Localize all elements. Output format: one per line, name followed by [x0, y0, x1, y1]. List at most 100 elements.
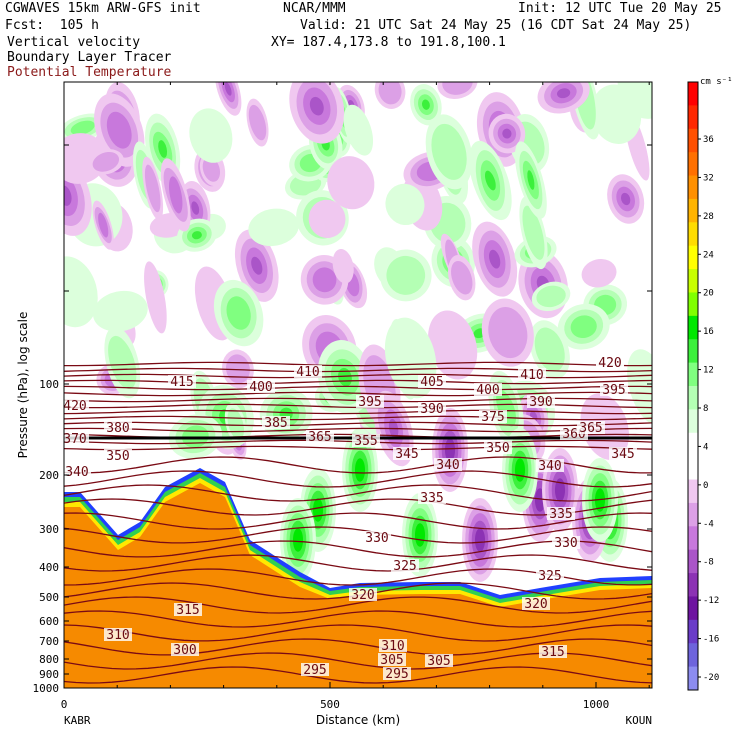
theta-label: 365: [308, 430, 331, 445]
theta-label: 390: [529, 395, 552, 410]
theta-label-bg: [536, 569, 564, 582]
endpoint-left: KABR: [64, 714, 91, 727]
colorbar-swatch: [688, 198, 698, 223]
velocity-cell: [312, 267, 337, 293]
bl-tracer-orange: [64, 483, 652, 688]
theta-label: 415: [170, 375, 193, 390]
y-tick-label: 600: [39, 615, 59, 628]
y-tick-label: 1000: [33, 682, 60, 695]
theta-label-bg: [596, 356, 624, 369]
colorbar-swatch: [688, 643, 698, 668]
theta-label-bg: [174, 603, 202, 616]
endpoint-right: KOUN: [626, 714, 653, 727]
theta-label: 310: [381, 639, 404, 654]
theta-contour: [64, 421, 652, 427]
velocity-cell: [224, 82, 232, 96]
theta-label: 305: [427, 654, 450, 669]
theta-label: 340: [436, 458, 459, 473]
velocity-cell: [64, 185, 72, 206]
velocity-cell: [386, 255, 426, 295]
velocity-cell: [502, 128, 512, 139]
colorbar-label: 0: [703, 481, 708, 491]
velocity-cell: [144, 164, 161, 213]
theta-label-bg: [418, 491, 446, 504]
colorbar-swatch: [688, 245, 698, 270]
theta-label: 395: [358, 395, 381, 410]
theta-label-bg: [379, 639, 407, 652]
organization: NCAR/MMM: [283, 1, 346, 16]
velocity-cell: [484, 170, 496, 191]
theta-contour: [64, 666, 652, 684]
velocity-cell: [451, 260, 473, 295]
colorbar-unit: cm s⁻¹: [700, 77, 733, 87]
colorbar-swatch: [688, 549, 698, 574]
theta-label: 405: [420, 375, 443, 390]
velocity-cell: [556, 88, 571, 99]
theta-contour: [64, 373, 652, 379]
velocity-cell: [98, 212, 109, 238]
theta-label: 345: [395, 447, 418, 462]
x-tick-label: 500: [320, 698, 340, 711]
velocity-cell: [617, 82, 652, 119]
theta-label-bg: [425, 654, 453, 667]
theta-label-bg: [536, 459, 564, 472]
theta-label-bg: [356, 395, 384, 408]
colorbar-swatch: [688, 362, 698, 387]
theta-contour: [64, 526, 652, 544]
colorbar-swatch: [688, 339, 698, 364]
theta-label-bg: [262, 416, 290, 429]
colorbar-swatch: [688, 432, 698, 457]
colorbar-label: 16: [703, 327, 714, 337]
theta-contour: [64, 367, 652, 373]
theta-label-bg: [484, 441, 512, 454]
velocity-cell: [106, 111, 132, 149]
colorbar-label: -4: [703, 519, 714, 529]
theta-contour: [64, 427, 652, 433]
colorbar-label: 28: [703, 212, 714, 222]
theta-label: 375: [481, 410, 504, 425]
theta-label-bg: [609, 447, 637, 460]
velocity-cell: [627, 349, 652, 426]
theta-label-bg: [418, 402, 446, 415]
colorbar-label: 12: [703, 366, 714, 376]
colorbar-swatch: [688, 222, 698, 247]
theta-label: 355: [354, 434, 377, 449]
colorbar-swatch: [688, 573, 698, 597]
theta-label: 320: [524, 597, 547, 612]
theta-label-bg: [527, 395, 555, 408]
plot-area: 4204154104204054104004203954003953903903…: [64, 82, 652, 688]
theta-label: 385: [264, 416, 287, 431]
theta-label: 295: [303, 663, 326, 678]
colorbar-label: 32: [703, 173, 714, 183]
theta-label-bg: [391, 559, 419, 572]
colorbar-label: -12: [703, 596, 719, 606]
theta-label: 345: [611, 447, 634, 462]
theta-label: 325: [538, 569, 561, 584]
velocity-cell: [354, 458, 366, 482]
theta-label-bg: [600, 383, 628, 396]
theta-label: 315: [541, 645, 564, 660]
theta-label-bg: [168, 375, 196, 388]
colorbar-label: 36: [703, 135, 714, 145]
theta-label-bg: [363, 531, 391, 544]
y-tick-label: 500: [39, 591, 59, 604]
velocity-cell: [343, 104, 374, 156]
velocity-cell: [489, 249, 501, 269]
init-time: Init: 12 UTC Tue 20 May 25: [518, 1, 722, 16]
theta-label: 295: [385, 667, 408, 682]
y-tick-label: 100: [39, 378, 59, 391]
theta-label: 410: [520, 368, 543, 383]
theta-label: 325: [393, 559, 416, 574]
theta-label-bg: [294, 365, 322, 378]
velocity-cell: [581, 259, 617, 288]
velocity-cell: [248, 104, 267, 141]
theta-contour: [64, 638, 652, 656]
colorbar: cm s⁻¹ 36 32 28 24 20 16 12 8 4 0 -4 -8 -12 -16 -20: [687, 77, 733, 691]
theta-label-bg: [434, 458, 462, 471]
velocity-cell: [292, 528, 304, 552]
theta-label-bg: [104, 628, 132, 641]
velocity-cell: [332, 248, 354, 284]
theta-label: 320: [351, 588, 374, 603]
velocity-cell: [421, 99, 430, 110]
